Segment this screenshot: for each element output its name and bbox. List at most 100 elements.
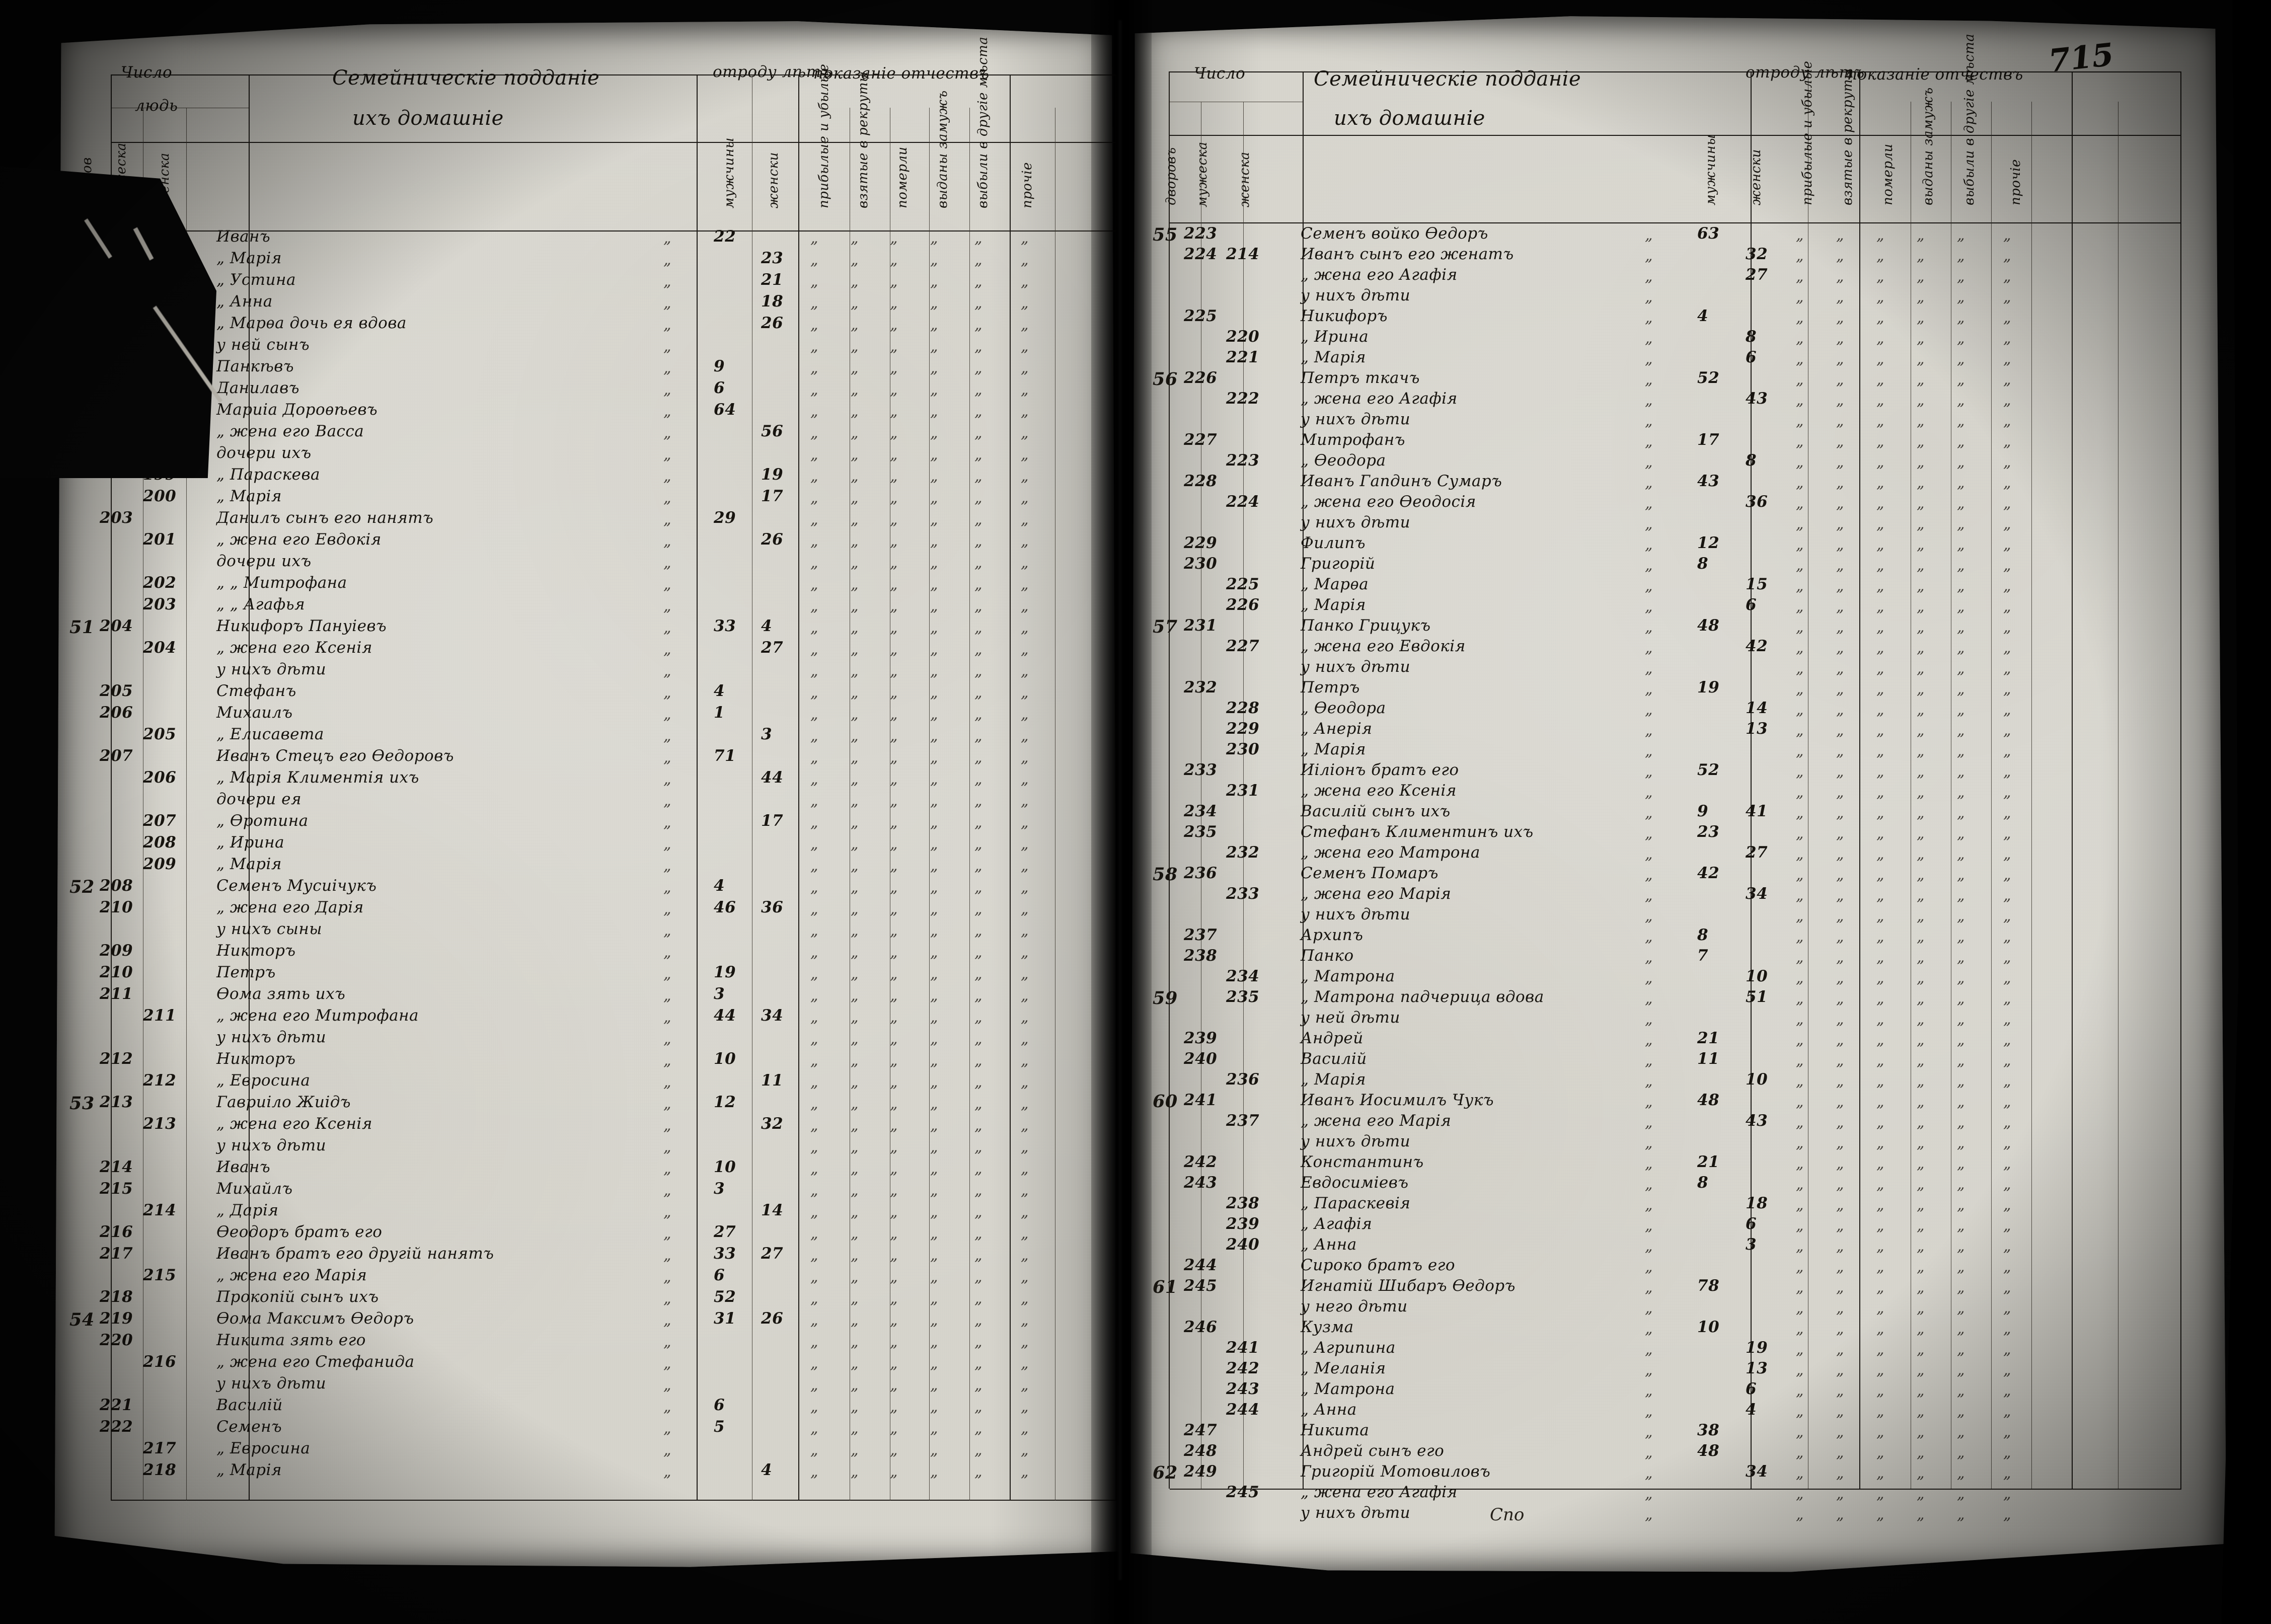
ledger-female-age-30: 27: [1746, 843, 1768, 862]
ledger-male-number-13: 203: [100, 509, 133, 527]
ditto-mark-26-3: „: [1876, 763, 1885, 781]
right-title-line2: ихъ домашнiе: [1334, 107, 1485, 130]
ledger-male-number-31: 210: [100, 898, 133, 916]
ditto-mark-60-1: „: [1796, 1464, 1804, 1482]
ditto-mark-12-0: „: [663, 489, 672, 507]
ledger-name-36: „ Матрона: [1301, 967, 1395, 985]
ditto-mark-36-2: „: [851, 1009, 859, 1026]
ditto-mark-3-2: „: [851, 294, 859, 312]
ditto-mark-42-4: „: [1917, 1093, 1925, 1111]
ditto-mark-45-4: „: [1917, 1155, 1925, 1173]
right-header-col-male-prev: мужеска: [1195, 141, 1210, 207]
ditto-mark-17-4: „: [1917, 577, 1925, 595]
ledger-female-age-36: 34: [761, 1007, 784, 1025]
ledger-male-age-19: 48: [1697, 616, 1720, 635]
ditto-mark-15-3: „: [890, 554, 898, 572]
ditto-mark-53-0: „: [1645, 1320, 1653, 1338]
ditto-mark-42-0: „: [663, 1138, 672, 1156]
ditto-mark-19-4: „: [930, 641, 939, 658]
ditto-mark-11-3: „: [1876, 453, 1885, 471]
ledger-female-number-41: 236: [1226, 1070, 1260, 1089]
ditto-mark-14-5: „: [1957, 515, 1965, 533]
ditto-mark-49-5: „: [974, 1290, 983, 1307]
ditto-mark-1-4: „: [930, 251, 939, 269]
ditto-mark-22-5: „: [974, 706, 983, 723]
ledger-male-number-12: 228: [1184, 472, 1218, 490]
ditto-mark-58-1: „: [1796, 1423, 1804, 1441]
ditto-mark-45-5: „: [974, 1203, 983, 1221]
ditto-mark-46-4: „: [1917, 1176, 1925, 1193]
ditto-mark-48-2: „: [1836, 1217, 1845, 1234]
ditto-mark-32-6: „: [2003, 887, 2012, 904]
ditto-mark-42-6: „: [2003, 1093, 2012, 1111]
ditto-mark-15-2: „: [851, 554, 859, 572]
ditto-mark-16-2: „: [851, 576, 859, 593]
ditto-mark-29-1: „: [1796, 825, 1804, 842]
ditto-mark-30-5: „: [974, 879, 983, 896]
ditto-mark-42-5: „: [1957, 1093, 1965, 1111]
ditto-mark-46-0: „: [1645, 1176, 1653, 1193]
ditto-mark-29-3: „: [1876, 825, 1885, 842]
ditto-mark-26-4: „: [1917, 763, 1925, 781]
ditto-mark-44-0: „: [663, 1182, 672, 1199]
ledger-female-age-11: 8: [1746, 451, 1757, 470]
ditto-mark-14-6: „: [2003, 515, 2012, 533]
ledger-female-age-32: 34: [1746, 885, 1768, 903]
ditto-mark-37-0: „: [1645, 990, 1653, 1008]
ditto-mark-11-5: „: [1957, 453, 1965, 471]
ditto-mark-15-5: „: [1957, 536, 1965, 554]
ditto-mark-56-1: „: [1796, 1382, 1804, 1400]
ledger-name-50: Сироко братъ его: [1301, 1256, 1456, 1274]
ditto-mark-33-4: „: [930, 944, 939, 961]
ditto-mark-8-0: „: [1645, 392, 1653, 409]
ledger-male-age-15: 12: [1697, 534, 1720, 552]
ditto-mark-3-6: „: [2003, 288, 2012, 306]
ditto-mark-8-6: „: [2003, 392, 2012, 409]
ditto-mark-1-5: „: [1957, 247, 1965, 265]
ditto-mark-48-6: „: [2003, 1217, 2012, 1234]
ditto-mark-44-5: „: [974, 1182, 983, 1199]
ditto-mark-16-4: „: [930, 576, 939, 593]
ledger-name-35: Ѳома зять ихъ: [216, 985, 346, 1003]
ditto-mark-8-4: „: [930, 403, 939, 420]
ledger-name-0: Иванъ: [216, 227, 271, 246]
ditto-mark-3-2: „: [1836, 288, 1845, 306]
ditto-mark-33-1: „: [810, 944, 819, 961]
ditto-mark-49-2: „: [1836, 1238, 1845, 1255]
ledger-female-age-54: 19: [1746, 1339, 1768, 1357]
ditto-mark-4-0: „: [663, 316, 672, 334]
ditto-mark-41-5: „: [1957, 1072, 1965, 1090]
ditto-mark-16-3: „: [890, 576, 898, 593]
ditto-mark-62-3: „: [1876, 1506, 1885, 1523]
ditto-mark-9-6: „: [1021, 424, 1029, 442]
ledger-yard-number-50: 54: [69, 1309, 95, 1330]
ditto-mark-16-5: „: [974, 576, 983, 593]
ledger-female-number-39: 212: [143, 1071, 177, 1090]
ditto-mark-18-1: „: [810, 619, 819, 637]
ditto-mark-46-3: „: [1876, 1176, 1885, 1193]
ledger-male-number-35: 211: [100, 985, 133, 1003]
ditto-mark-12-6: „: [2003, 474, 2012, 492]
ledger-male-number-18: 204: [100, 617, 133, 635]
ditto-mark-32-4: „: [1917, 887, 1925, 904]
ledger-female-age-57: 4: [761, 1461, 773, 1479]
ledger-male-age-42: 48: [1697, 1091, 1720, 1109]
ledger-female-age-48: 6: [1746, 1215, 1757, 1233]
ditto-mark-34-0: „: [663, 965, 672, 983]
ditto-mark-46-2: „: [1836, 1176, 1845, 1193]
ditto-mark-33-2: „: [1836, 907, 1845, 925]
ditto-mark-36-3: „: [1876, 969, 1885, 987]
ditto-mark-61-5: „: [1957, 1485, 1965, 1503]
ledger-female-age-12: 17: [761, 487, 784, 505]
ditto-mark-6-5: „: [1957, 350, 1965, 368]
ditto-mark-17-3: „: [1876, 577, 1885, 595]
ditto-mark-11-4: „: [1917, 453, 1925, 471]
ledger-male-age-40: 11: [1697, 1050, 1720, 1068]
ditto-mark-22-1: „: [1796, 680, 1804, 698]
ledger-name-15: Филипъ: [1301, 534, 1366, 552]
ledger-name-7: Данилавъ: [216, 379, 299, 397]
ditto-mark-37-1: „: [1796, 990, 1804, 1008]
ledger-name-29: „ Марiя: [216, 855, 282, 873]
ditto-mark-30-2: „: [851, 879, 859, 896]
ditto-mark-34-0: „: [1645, 928, 1653, 946]
